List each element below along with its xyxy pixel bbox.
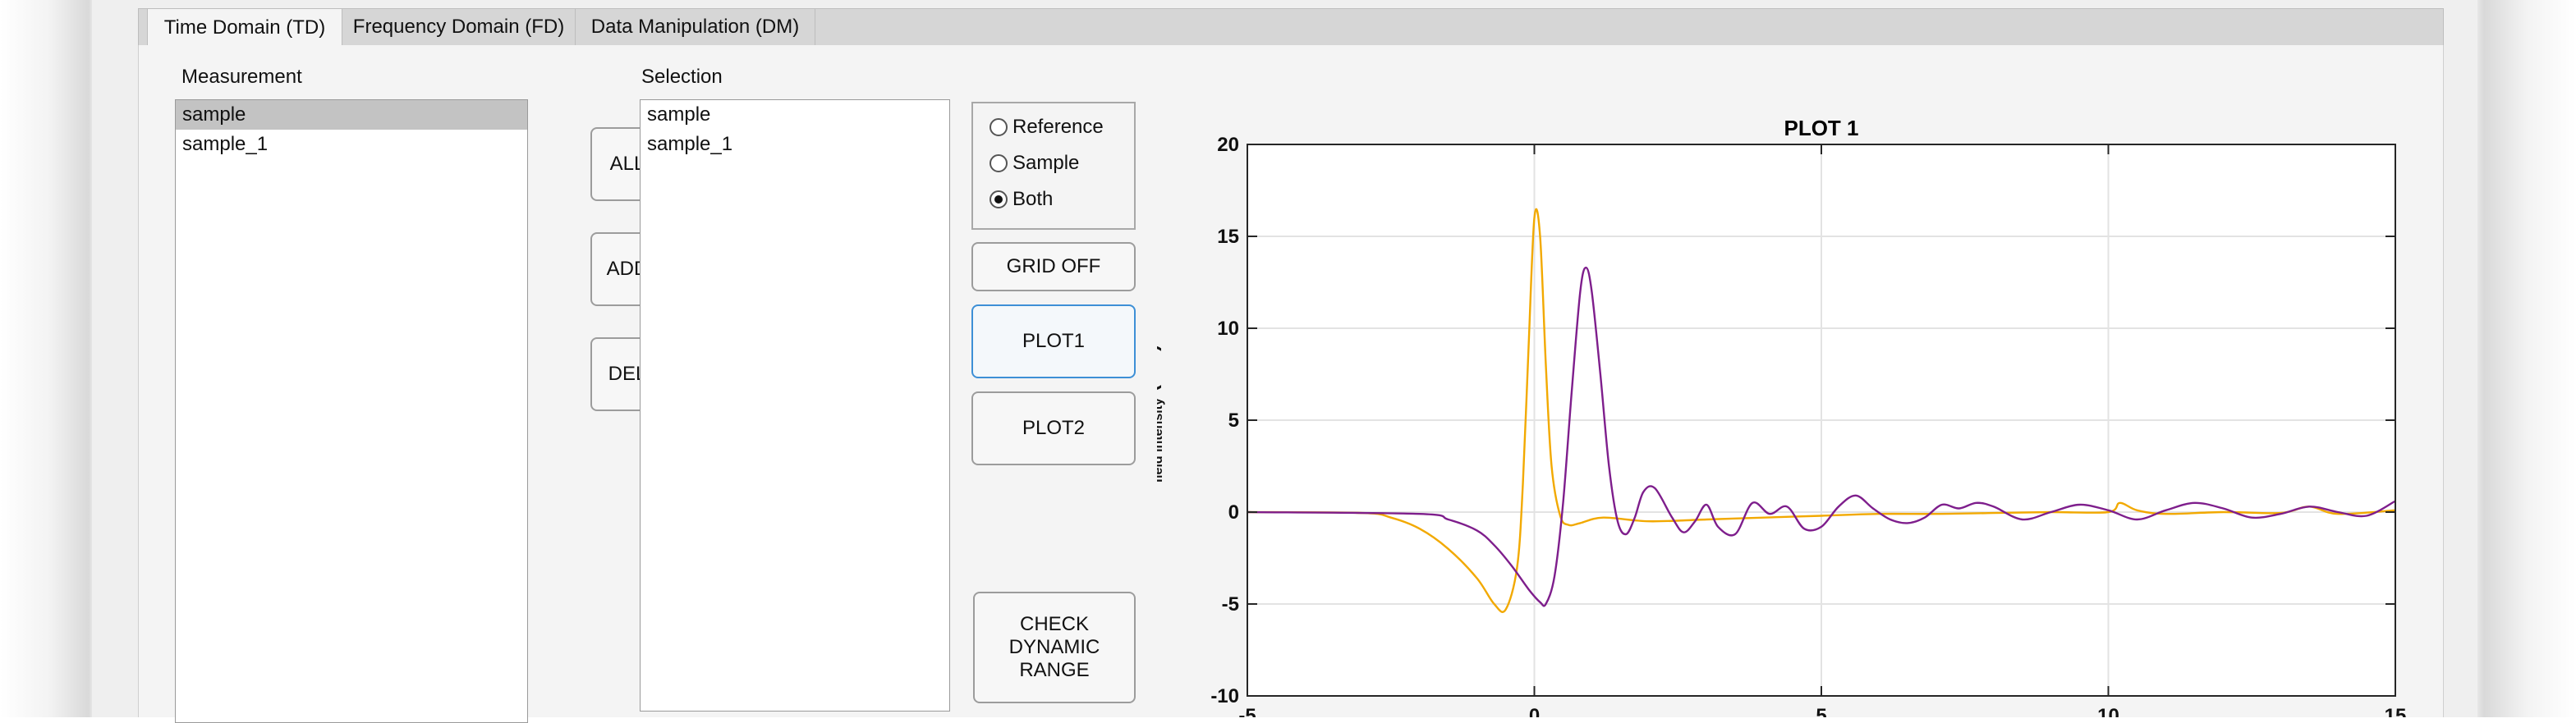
- radio-both[interactable]: Both: [990, 187, 1053, 212]
- radio-sample[interactable]: Sample: [990, 151, 1079, 176]
- window-shadow-right: [2477, 0, 2576, 717]
- selection-list[interactable]: sample sample_1: [640, 99, 950, 712]
- radio-both-indicator[interactable]: [990, 190, 1008, 208]
- check-line-2: DYNAMIC: [1008, 636, 1100, 658]
- tab-data-manipulation[interactable]: Data Manipulation (DM): [576, 9, 815, 45]
- radio-sample-indicator[interactable]: [990, 154, 1008, 172]
- chart-title: PLOT 1: [1784, 116, 1858, 140]
- selection-label: Selection: [641, 66, 723, 88]
- check-line-1: CHECK: [1019, 613, 1089, 635]
- x-tick-label: 10: [2097, 705, 2119, 717]
- x-tick-label: 0: [1529, 705, 1540, 717]
- y-tick-label: -10: [1210, 685, 1239, 707]
- selection-item-sample[interactable]: sample: [647, 103, 711, 126]
- grid-toggle-button[interactable]: GRID OFF: [971, 242, 1136, 291]
- measurement-label: Measurement: [181, 66, 302, 88]
- radio-reference-label: Reference: [1012, 116, 1104, 138]
- y-axis-label-unit: (a.u.): [1157, 345, 1162, 391]
- y-tick-label: 15: [1217, 226, 1239, 248]
- y-tick-label: 10: [1217, 318, 1239, 340]
- y-tick-label: 5: [1228, 410, 1239, 432]
- window-shadow-left: [0, 0, 92, 717]
- check-line-3: RANGE: [1019, 659, 1090, 681]
- radio-reference-indicator[interactable]: [990, 118, 1008, 136]
- app-window: Time Domain (TD) Frequency Domain (FD) D…: [92, 0, 2477, 723]
- selection-item-sample-1[interactable]: sample_1: [647, 133, 733, 155]
- measurement-list[interactable]: sample sample_1: [175, 99, 528, 723]
- time-domain-panel: Measurement sample sample_1 ALL ADD DEL …: [138, 45, 2444, 723]
- x-tick-label: 15: [2385, 705, 2407, 717]
- radio-both-label: Both: [1012, 188, 1054, 210]
- x-tick-label: 5: [1816, 705, 1826, 717]
- y-axis-label-sub: field intensity: [1157, 398, 1165, 483]
- measurement-item-sample-1[interactable]: sample_1: [182, 133, 269, 155]
- tab-time-domain[interactable]: Time Domain (TD): [147, 8, 342, 48]
- series-line-sample: [1247, 266, 2396, 607]
- y-tick-label: 0: [1228, 501, 1239, 524]
- y-tick-label: 20: [1217, 134, 1239, 156]
- y-axis-label: Efield intensity (a.u.): [1157, 345, 1165, 496]
- y-tick-label: -5: [1222, 593, 1239, 615]
- series-layer: [1247, 208, 2396, 613]
- check-dynamic-range-button[interactable]: CHECK DYNAMIC RANGE: [973, 592, 1136, 703]
- tab-frequency-domain[interactable]: Frequency Domain (FD): [342, 9, 576, 45]
- signal-radio-group: Reference Sample Both: [971, 102, 1136, 230]
- plot2-button[interactable]: PLOT2: [971, 391, 1136, 465]
- x-tick-label: -5: [1238, 705, 1256, 717]
- tab-bar: Time Domain (TD) Frequency Domain (FD) D…: [138, 8, 2444, 48]
- measurement-item-sample[interactable]: sample: [176, 100, 527, 130]
- y-axis-label-main: E: [1157, 483, 1162, 496]
- plot1-button[interactable]: PLOT1: [971, 304, 1136, 378]
- radio-sample-label: Sample: [1012, 152, 1080, 174]
- series-line-reference: [1247, 208, 2396, 613]
- radio-reference[interactable]: Reference: [990, 115, 1104, 140]
- radio-checked-dot: [994, 195, 1003, 204]
